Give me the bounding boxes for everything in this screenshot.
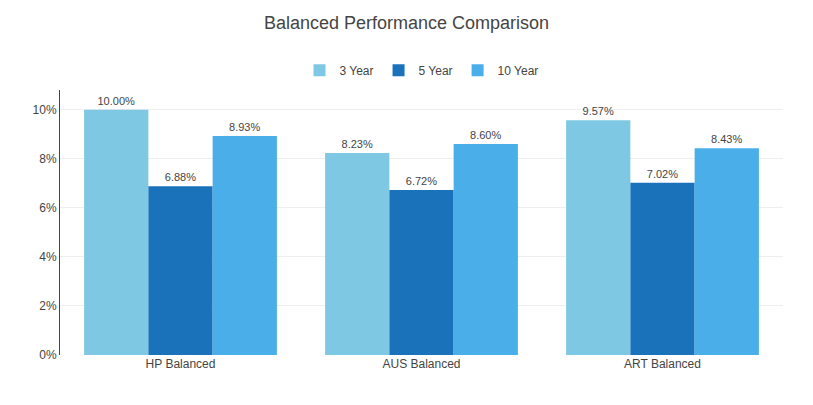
- svg-text:4%: 4%: [39, 250, 57, 264]
- svg-text:6.88%: 6.88%: [165, 171, 196, 183]
- svg-text:AUS Balanced: AUS Balanced: [382, 357, 460, 371]
- svg-text:9.57%: 9.57%: [583, 105, 614, 117]
- svg-text:Balanced Performance Compariso: Balanced Performance Comparison: [264, 13, 549, 33]
- svg-text:2%: 2%: [39, 299, 57, 313]
- svg-text:8.60%: 8.60%: [470, 129, 501, 141]
- svg-text:10 Year: 10 Year: [498, 64, 539, 78]
- svg-text:3 Year: 3 Year: [340, 64, 374, 78]
- svg-text:ART Balanced: ART Balanced: [624, 357, 701, 371]
- svg-text:10%: 10%: [33, 103, 57, 117]
- svg-text:HP Balanced: HP Balanced: [146, 357, 216, 371]
- svg-text:8.23%: 8.23%: [342, 138, 373, 150]
- svg-text:5 Year: 5 Year: [419, 64, 453, 78]
- svg-text:8.43%: 8.43%: [711, 133, 742, 145]
- svg-text:6%: 6%: [39, 201, 57, 215]
- svg-text:7.02%: 7.02%: [647, 168, 678, 180]
- svg-text:8%: 8%: [39, 152, 57, 166]
- svg-text:0%: 0%: [39, 348, 57, 362]
- svg-text:6.72%: 6.72%: [406, 175, 437, 187]
- svg-text:8.93%: 8.93%: [229, 121, 260, 133]
- svg-text:10.00%: 10.00%: [97, 95, 135, 107]
